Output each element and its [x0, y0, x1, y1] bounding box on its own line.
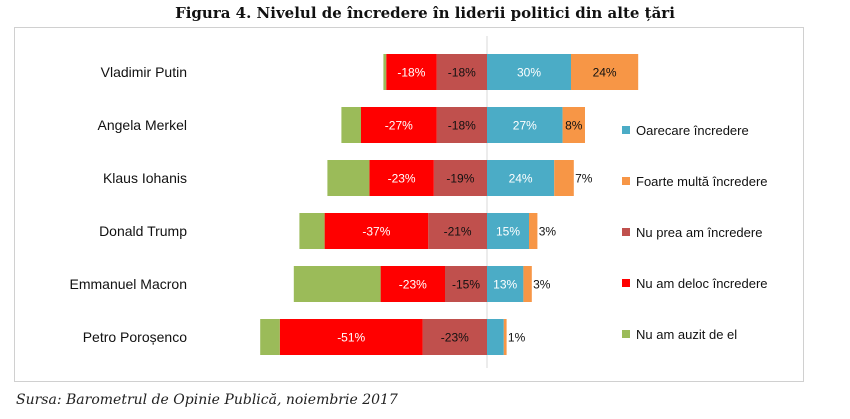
category-label: Petro Poroșenco	[83, 329, 187, 345]
category-label: Donald Trump	[99, 223, 187, 239]
data-label: 6%	[505, 331, 523, 345]
legend-label: Oarecare încredere	[636, 123, 749, 138]
category-label: Angela Merkel	[98, 117, 188, 133]
data-label: -23%	[388, 172, 416, 186]
data-label: -18%	[448, 66, 476, 80]
bar-nu-am-auzit-de-el	[341, 107, 361, 143]
data-label: 3%	[533, 278, 551, 292]
bar-oarecare-încredere	[487, 266, 524, 302]
legend-swatch	[622, 228, 630, 236]
bar-nu-am-deloc-încredere	[386, 54, 437, 90]
bar-nu-am-deloc-încredere	[369, 160, 434, 196]
data-label: -37%	[362, 225, 390, 239]
bar-foarte-multă-încredere	[571, 54, 639, 90]
legend-swatch	[622, 126, 630, 134]
data-label: 13%	[493, 278, 517, 292]
legend-label: Foarte multă încredere	[636, 174, 768, 189]
data-label: -15%	[452, 278, 480, 292]
data-label: 8%	[565, 119, 583, 133]
bar-foarte-multă-încredere	[562, 107, 585, 143]
legend-label: Nu am auzit de el	[636, 327, 737, 342]
bar-nu-prea-am-încredere	[433, 160, 487, 196]
bar-nu-am-auzit-de-el	[293, 266, 381, 302]
bar-nu-am-auzit-de-el	[383, 54, 387, 90]
bar-foarte-multă-încredere	[523, 266, 532, 302]
data-label: 15%	[496, 225, 520, 239]
data-label: 27%	[513, 119, 537, 133]
bar-oarecare-încredere	[487, 107, 563, 143]
bar-oarecare-încredere	[487, 319, 504, 355]
data-label: -23%	[399, 278, 427, 292]
bar-oarecare-încredere	[487, 160, 555, 196]
data-label: -51%	[337, 331, 365, 345]
data-label: 1%	[508, 331, 526, 345]
data-label: -18%	[448, 119, 476, 133]
data-label: -19%	[446, 172, 474, 186]
bar-oarecare-încredere	[487, 213, 529, 249]
bar-nu-prea-am-încredere	[436, 107, 487, 143]
bar-foarte-multă-încredere	[503, 319, 507, 355]
category-label: Emmanuel Macron	[70, 276, 188, 292]
data-label: 7%	[575, 172, 593, 186]
bar-foarte-multă-încredere	[529, 213, 538, 249]
data-label: -21%	[444, 225, 472, 239]
data-label: -27%	[385, 119, 413, 133]
category-label: Klaus Iohanis	[103, 170, 187, 186]
data-label: 3%	[539, 225, 557, 239]
category-label: Vladimir Putin	[101, 64, 187, 80]
data-label: 30%	[517, 66, 541, 80]
legend-label: Nu am deloc încredere	[636, 276, 768, 291]
bar-nu-prea-am-încredere	[422, 319, 487, 355]
chart-title: Figura 4. Nivelul de încredere în lideri…	[175, 4, 675, 22]
legend-swatch	[622, 279, 630, 287]
data-label: 24%	[593, 66, 617, 80]
bar-nu-am-auzit-de-el	[299, 213, 325, 249]
source-note: Sursa: Barometrul de Opinie Publică, noi…	[16, 392, 398, 408]
bar-nu-prea-am-încredere	[436, 54, 487, 90]
bar-nu-prea-am-încredere	[428, 213, 487, 249]
bar-nu-am-deloc-încredere	[324, 213, 429, 249]
legend-label: Nu prea am încredere	[636, 225, 762, 240]
bar-nu-prea-am-încredere	[445, 266, 487, 302]
bar-nu-am-auzit-de-el	[327, 160, 370, 196]
bar-nu-am-deloc-încredere	[361, 107, 437, 143]
bar-nu-am-deloc-încredere	[279, 319, 423, 355]
chart-frame	[14, 27, 804, 382]
bar-nu-am-auzit-de-el	[260, 319, 280, 355]
legend-swatch	[622, 330, 630, 338]
data-label: -18%	[397, 66, 425, 80]
bar-foarte-multă-încredere	[554, 160, 574, 196]
bar-oarecare-încredere	[487, 54, 571, 90]
bar-nu-am-deloc-încredere	[380, 266, 445, 302]
data-label: 24%	[509, 172, 533, 186]
legend-swatch	[622, 177, 630, 185]
data-label: -23%	[441, 331, 469, 345]
